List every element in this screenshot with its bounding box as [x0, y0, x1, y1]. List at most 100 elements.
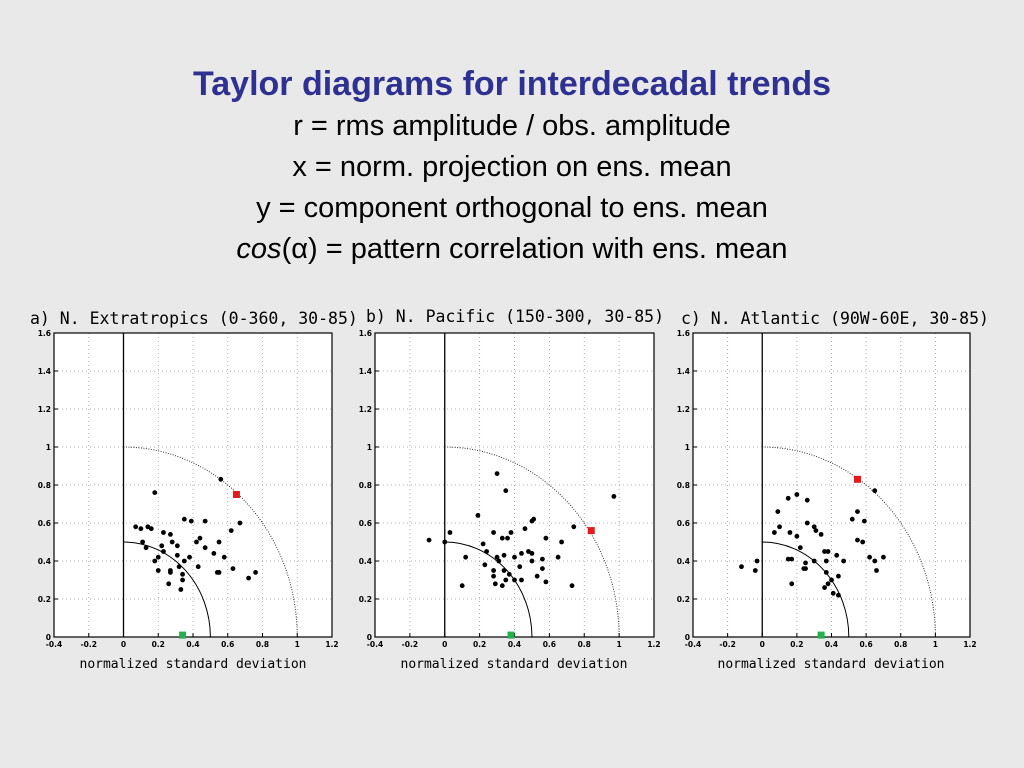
data-point: [804, 497, 810, 503]
data-point: [499, 583, 505, 589]
data-point: [543, 535, 549, 541]
definition-x: x = norm. projection on ens. mean: [292, 151, 732, 183]
ensemble-mean-marker: [507, 631, 515, 639]
data-point: [180, 577, 185, 583]
data-point: [159, 543, 165, 549]
data-point: [823, 570, 829, 575]
ensemble-mean-marker: [817, 631, 825, 639]
x-tick-label: 0.8: [256, 640, 269, 649]
y-tick-label: 1.6: [359, 329, 372, 338]
data-point: [188, 518, 194, 524]
y-tick-label: 1.2: [38, 405, 51, 414]
x-tick-label: 0.4: [825, 640, 838, 649]
taylor-panel-2: -0.4 -0.2 0 0.2 0.4 0.6 0.8 1 1.2 0 0.2 0.4 0.6 0.8 1 1…: [359, 307, 664, 672]
data-point: [754, 558, 760, 564]
cos-alpha-rest: ) = pattern correlation with ens. mean: [308, 233, 788, 265]
x-tick-label: 0: [442, 640, 447, 649]
data-point: [194, 539, 199, 545]
x-tick-label: 0.8: [894, 640, 907, 649]
data-point: [739, 564, 744, 570]
data-point: [166, 581, 172, 587]
data-point: [569, 583, 575, 589]
data-point: [506, 571, 512, 577]
data-point: [152, 490, 158, 495]
data-point: [867, 554, 872, 560]
y-tick-label: 1.4: [677, 367, 690, 376]
data-point: [519, 577, 524, 583]
data-point: [155, 554, 161, 560]
x-tick-label: 0.2: [790, 640, 803, 649]
data-point: [818, 532, 824, 537]
data-point: [872, 558, 878, 564]
x-tick-label: -0.2: [81, 640, 97, 649]
data-point: [508, 530, 514, 535]
x-tick-label: 0: [760, 640, 765, 649]
data-point: [555, 554, 561, 560]
definition-cos-alpha: cos(α) = pattern correlation with ens. m…: [0, 229, 1024, 270]
x-axis-label: normalized standard deviation: [401, 657, 628, 672]
x-axis-label: normalized standard deviation: [718, 657, 945, 672]
y-tick-label: 0.8: [677, 481, 690, 490]
cos-word: cos: [236, 233, 282, 265]
y-tick-label: 0.6: [677, 519, 690, 528]
data-point: [180, 571, 185, 577]
data-point: [178, 587, 184, 592]
y-tick-label: 0.4: [359, 557, 372, 566]
data-point: [785, 495, 791, 501]
y-tick-label: 1: [46, 443, 51, 452]
data-point: [540, 556, 545, 562]
data-point: [253, 570, 258, 575]
data-point: [503, 488, 509, 494]
data-point: [221, 554, 227, 560]
data-point: [168, 532, 173, 537]
data-point: [794, 533, 800, 539]
data-point: [855, 537, 860, 543]
data-point: [161, 549, 166, 554]
y-tick-label: 1.2: [359, 405, 372, 414]
x-tick-label: -0.2: [719, 640, 735, 649]
y-tick-label: 0.8: [359, 481, 372, 490]
data-point: [494, 554, 500, 560]
definition-r: r = rms amplitude / obs. amplitude: [293, 110, 731, 142]
data-point: [237, 520, 243, 526]
panel-title: b) N. Pacific (150-300, 30-85): [366, 307, 664, 326]
y-tick-label: 0.6: [359, 519, 372, 528]
y-tick-label: 1.2: [677, 405, 690, 414]
data-point: [823, 558, 829, 564]
data-point: [491, 573, 496, 579]
data-point: [825, 549, 831, 554]
data-point: [230, 566, 236, 571]
data-point: [218, 476, 224, 482]
data-point: [143, 545, 149, 551]
data-point: [152, 558, 158, 564]
half-radius-arc: [762, 541, 850, 638]
x-tick-label: 1.2: [647, 640, 660, 649]
x-tick-label: 0.4: [186, 640, 199, 649]
y-tick-label: 1.6: [677, 329, 690, 338]
data-point: [841, 558, 847, 564]
data-point: [522, 526, 528, 532]
data-point: [534, 573, 540, 579]
data-point: [211, 551, 217, 556]
x-tick-label: 0.4: [508, 640, 521, 649]
data-point: [463, 554, 469, 560]
data-point: [181, 558, 187, 564]
open-paren: (: [281, 233, 292, 265]
y-tick-label: 1.4: [359, 367, 372, 376]
x-tick-label: 1.2: [325, 640, 338, 649]
x-tick-label: -0.4: [685, 640, 701, 649]
slide-title: Taylor diagrams for interdecadal trends: [193, 65, 831, 103]
data-point: [836, 592, 841, 598]
data-point: [501, 568, 507, 573]
taylor-panel-1: -0.4 -0.2 0 0.2 0.4 0.6 0.8 1 1.2 0 0.2 0.4 0.6 0.8 1 1…: [30, 309, 358, 672]
data-point: [168, 568, 173, 573]
data-point: [834, 552, 840, 558]
data-point: [475, 513, 481, 518]
data-point: [543, 579, 549, 585]
data-point: [492, 581, 498, 587]
data-point: [484, 549, 489, 554]
data-point: [789, 581, 795, 587]
y-tick-label: 1: [367, 443, 372, 452]
data-point: [775, 509, 781, 514]
data-point: [811, 524, 817, 530]
